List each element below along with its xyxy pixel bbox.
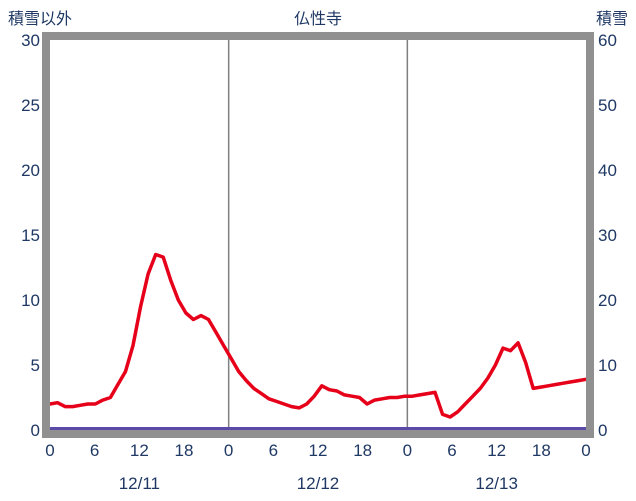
left-axis-title: 積雪以外 [8, 10, 72, 28]
left-axis-tick-labels: 0 5 10 15 20 25 30 [21, 31, 40, 440]
x-tick-5: 6 [269, 441, 278, 460]
x-tick-3: 18 [175, 441, 194, 460]
x-axis-tick-labels: 0 6 12 18 0 6 12 18 0 6 12 18 0 [45, 441, 590, 460]
left-tick-5: 5 [31, 356, 40, 375]
left-tick-0: 0 [31, 421, 40, 440]
right-tick-50: 50 [598, 96, 617, 115]
day-label-2: 12/13 [475, 474, 518, 493]
right-tick-20: 20 [598, 291, 617, 310]
right-axis-tick-labels: 0 10 20 30 40 50 60 [598, 31, 617, 440]
x-tick-9: 6 [447, 441, 456, 460]
left-tick-10: 10 [21, 291, 40, 310]
right-tick-30: 30 [598, 226, 617, 245]
plot-area [50, 40, 586, 430]
x-tick-0: 0 [45, 441, 54, 460]
x-tick-8: 0 [403, 441, 412, 460]
x-axis-day-labels: 12/11 12/12 12/13 [119, 474, 518, 493]
right-tick-60: 60 [598, 31, 617, 50]
x-tick-7: 18 [353, 441, 372, 460]
x-tick-6: 12 [309, 441, 328, 460]
day-gridlines [227, 40, 409, 430]
x-tick-2: 12 [130, 441, 149, 460]
left-tick-15: 15 [21, 226, 40, 245]
x-tick-12: 0 [581, 441, 590, 460]
left-tick-30: 30 [21, 31, 40, 50]
x-tick-11: 18 [532, 441, 551, 460]
right-tick-40: 40 [598, 161, 617, 180]
left-tick-25: 25 [21, 96, 40, 115]
left-tick-20: 20 [21, 161, 40, 180]
chart-frame [42, 32, 594, 438]
right-tick-0: 0 [598, 421, 607, 440]
chart-title: 仏性寺 [294, 10, 342, 28]
non-snow-line [48, 252, 588, 419]
x-tick-10: 12 [487, 441, 506, 460]
day-label-0: 12/11 [119, 474, 160, 493]
x-tick-4: 0 [224, 441, 233, 460]
x-tick-1: 6 [90, 441, 99, 460]
right-axis-title: 積雪 [596, 10, 628, 28]
day-label-1: 12/12 [297, 474, 340, 493]
right-tick-10: 10 [598, 356, 617, 375]
